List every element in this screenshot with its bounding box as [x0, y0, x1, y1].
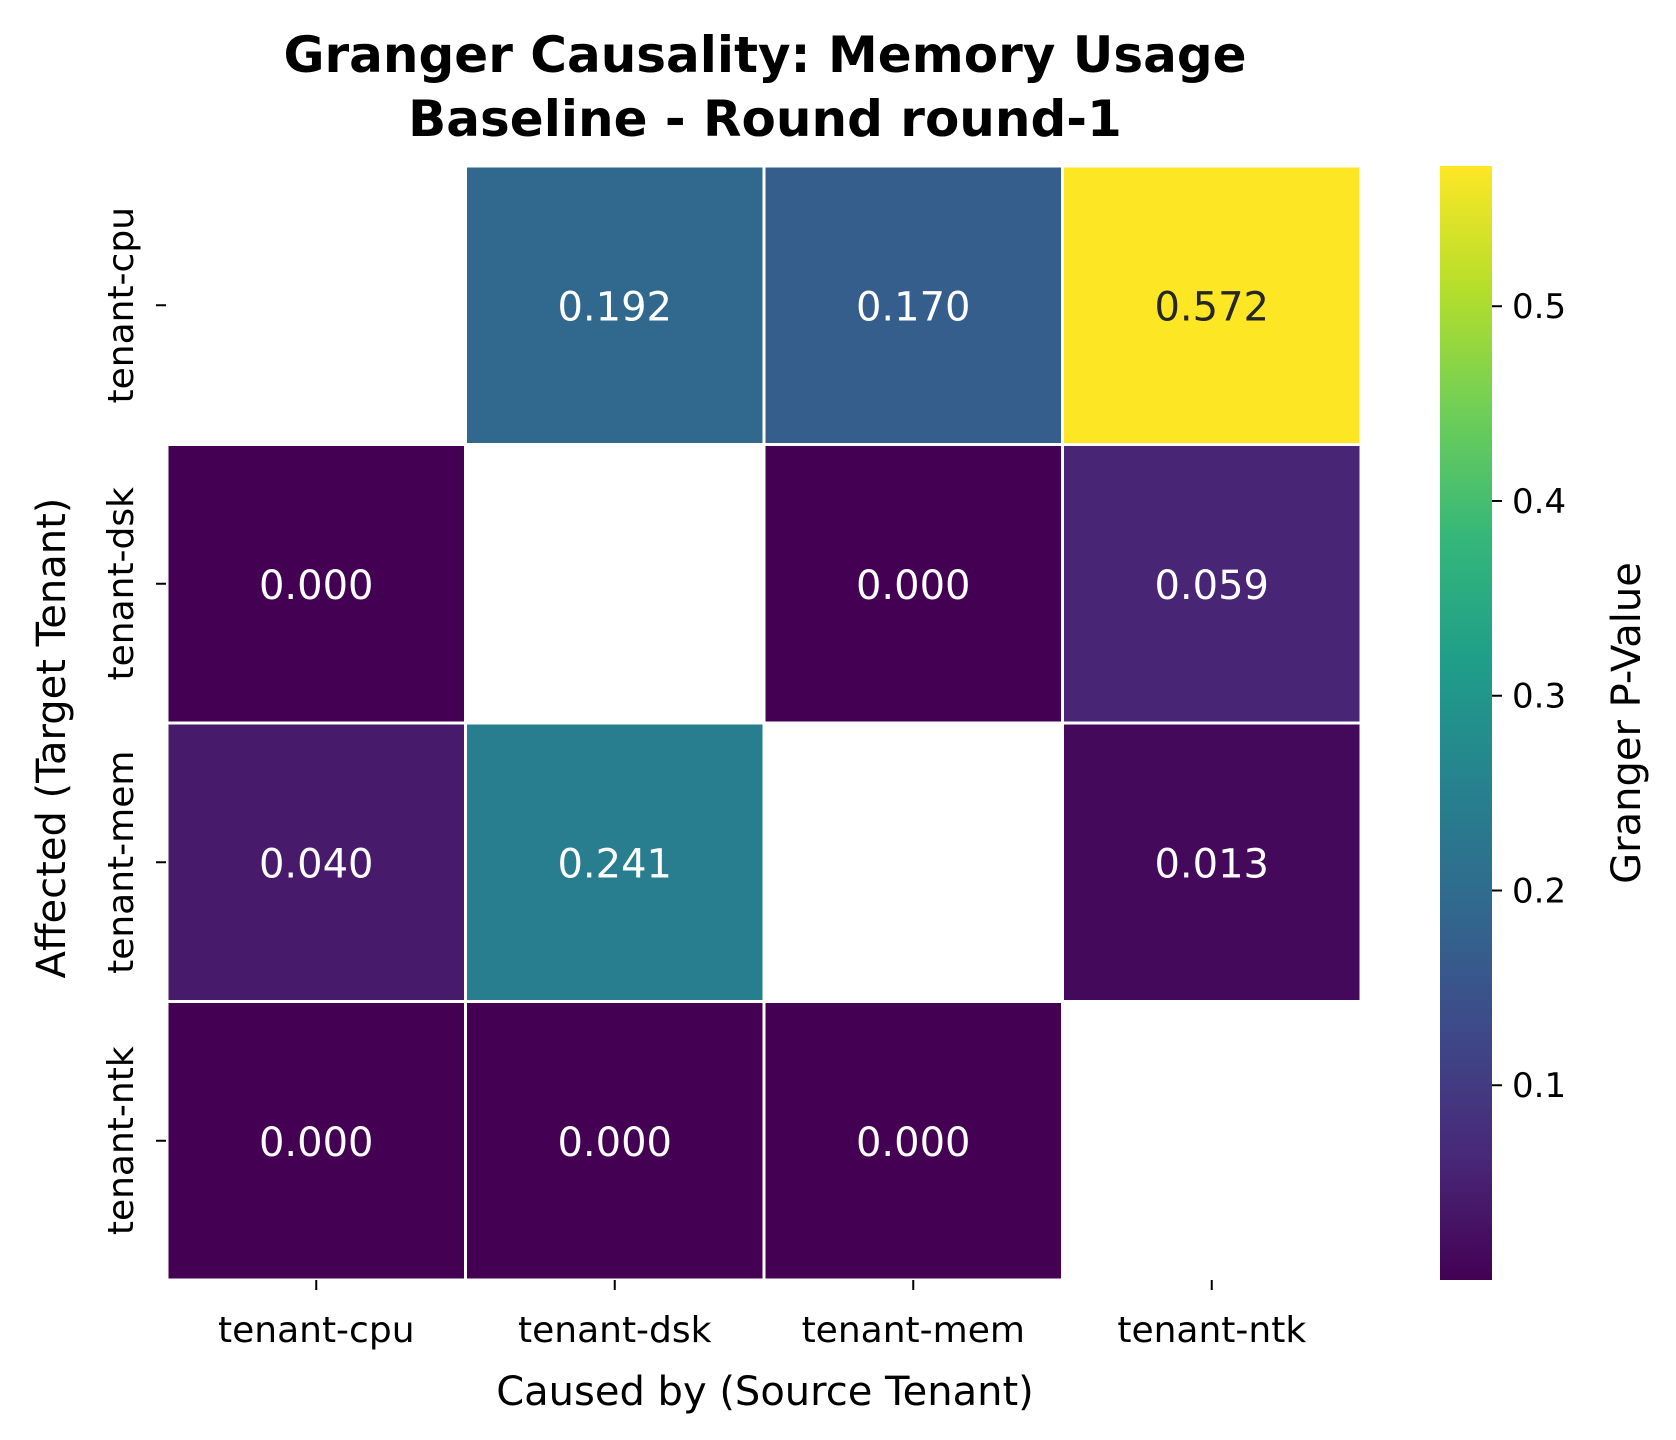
cell-value-label: 0.192 — [557, 284, 672, 330]
colorbar-tick-label: 0.2 — [1512, 871, 1566, 911]
heatmap-cell — [464, 721, 766, 1003]
x-tick-label: tenant-mem — [802, 1310, 1025, 1351]
heatmap-cell — [165, 1000, 467, 1282]
colorbar-ticks: 0.1 0.2 0.3 0.4 0.5 — [1492, 287, 1566, 1106]
chart-subtitle: Baseline - Round round-1 — [408, 90, 1122, 148]
heatmap-cell — [165, 443, 467, 725]
colorbar-tick-label: 0.1 — [1512, 1066, 1566, 1106]
heatmap-cell — [1061, 721, 1363, 1003]
y-axis-label: Affected (Target Tenant) — [29, 498, 75, 979]
heatmap-cells — [165, 164, 1363, 1282]
cell-value-label: 0.013 — [1154, 841, 1269, 887]
y-tick-label: tenant-cpu — [101, 207, 142, 404]
cell-value-label: 0.000 — [259, 563, 374, 609]
cell-value-label: 0.241 — [557, 841, 672, 887]
colorbar-tick-label: 0.4 — [1512, 482, 1566, 522]
x-axis-ticks: tenant-cpu tenant-dsk tenant-mem tenant-ntk — [218, 1280, 1306, 1351]
heatmap-cell — [762, 164, 1064, 446]
heatmap-cell — [165, 721, 467, 1003]
cell-value-label: 0.170 — [856, 284, 971, 330]
chart-title: Granger Causality: Memory Usage — [283, 26, 1246, 84]
y-tick-label: tenant-dsk — [101, 487, 142, 681]
cell-value-label: 0.572 — [1154, 284, 1269, 330]
heatmap-cell-labels: 0.192 0.170 0.572 0.000 0.000 0.059 0.040 0.241… — [259, 284, 1269, 1166]
colorbar — [1440, 166, 1492, 1280]
x-tick-label: tenant-dsk — [518, 1310, 712, 1351]
heatmap-cell — [464, 164, 766, 446]
x-tick-label: tenant-cpu — [218, 1310, 415, 1351]
heatmap-cell — [762, 1000, 1064, 1282]
heatmap-cell — [1061, 164, 1363, 446]
colorbar-tick-label: 0.5 — [1512, 287, 1566, 327]
cell-value-label: 0.000 — [856, 1120, 971, 1166]
cell-value-label: 0.040 — [259, 841, 374, 887]
heatmap-cell — [762, 443, 1064, 725]
x-axis-label: Caused by (Source Tenant) — [496, 1369, 1034, 1415]
colorbar-label: Granger P-Value — [1604, 562, 1650, 884]
x-tick-label: tenant-ntk — [1117, 1310, 1306, 1351]
y-tick-label: tenant-ntk — [101, 1046, 142, 1235]
cell-value-label: 0.059 — [1154, 563, 1269, 609]
y-axis-ticks: tenant-cpu tenant-dsk tenant-mem tenant-ntk — [101, 207, 166, 1235]
cell-value-label: 0.000 — [259, 1120, 374, 1166]
cell-value-label: 0.000 — [856, 563, 971, 609]
cell-value-label: 0.000 — [557, 1120, 672, 1166]
colorbar-tick-label: 0.3 — [1512, 677, 1566, 717]
y-tick-label: tenant-mem — [101, 751, 142, 974]
